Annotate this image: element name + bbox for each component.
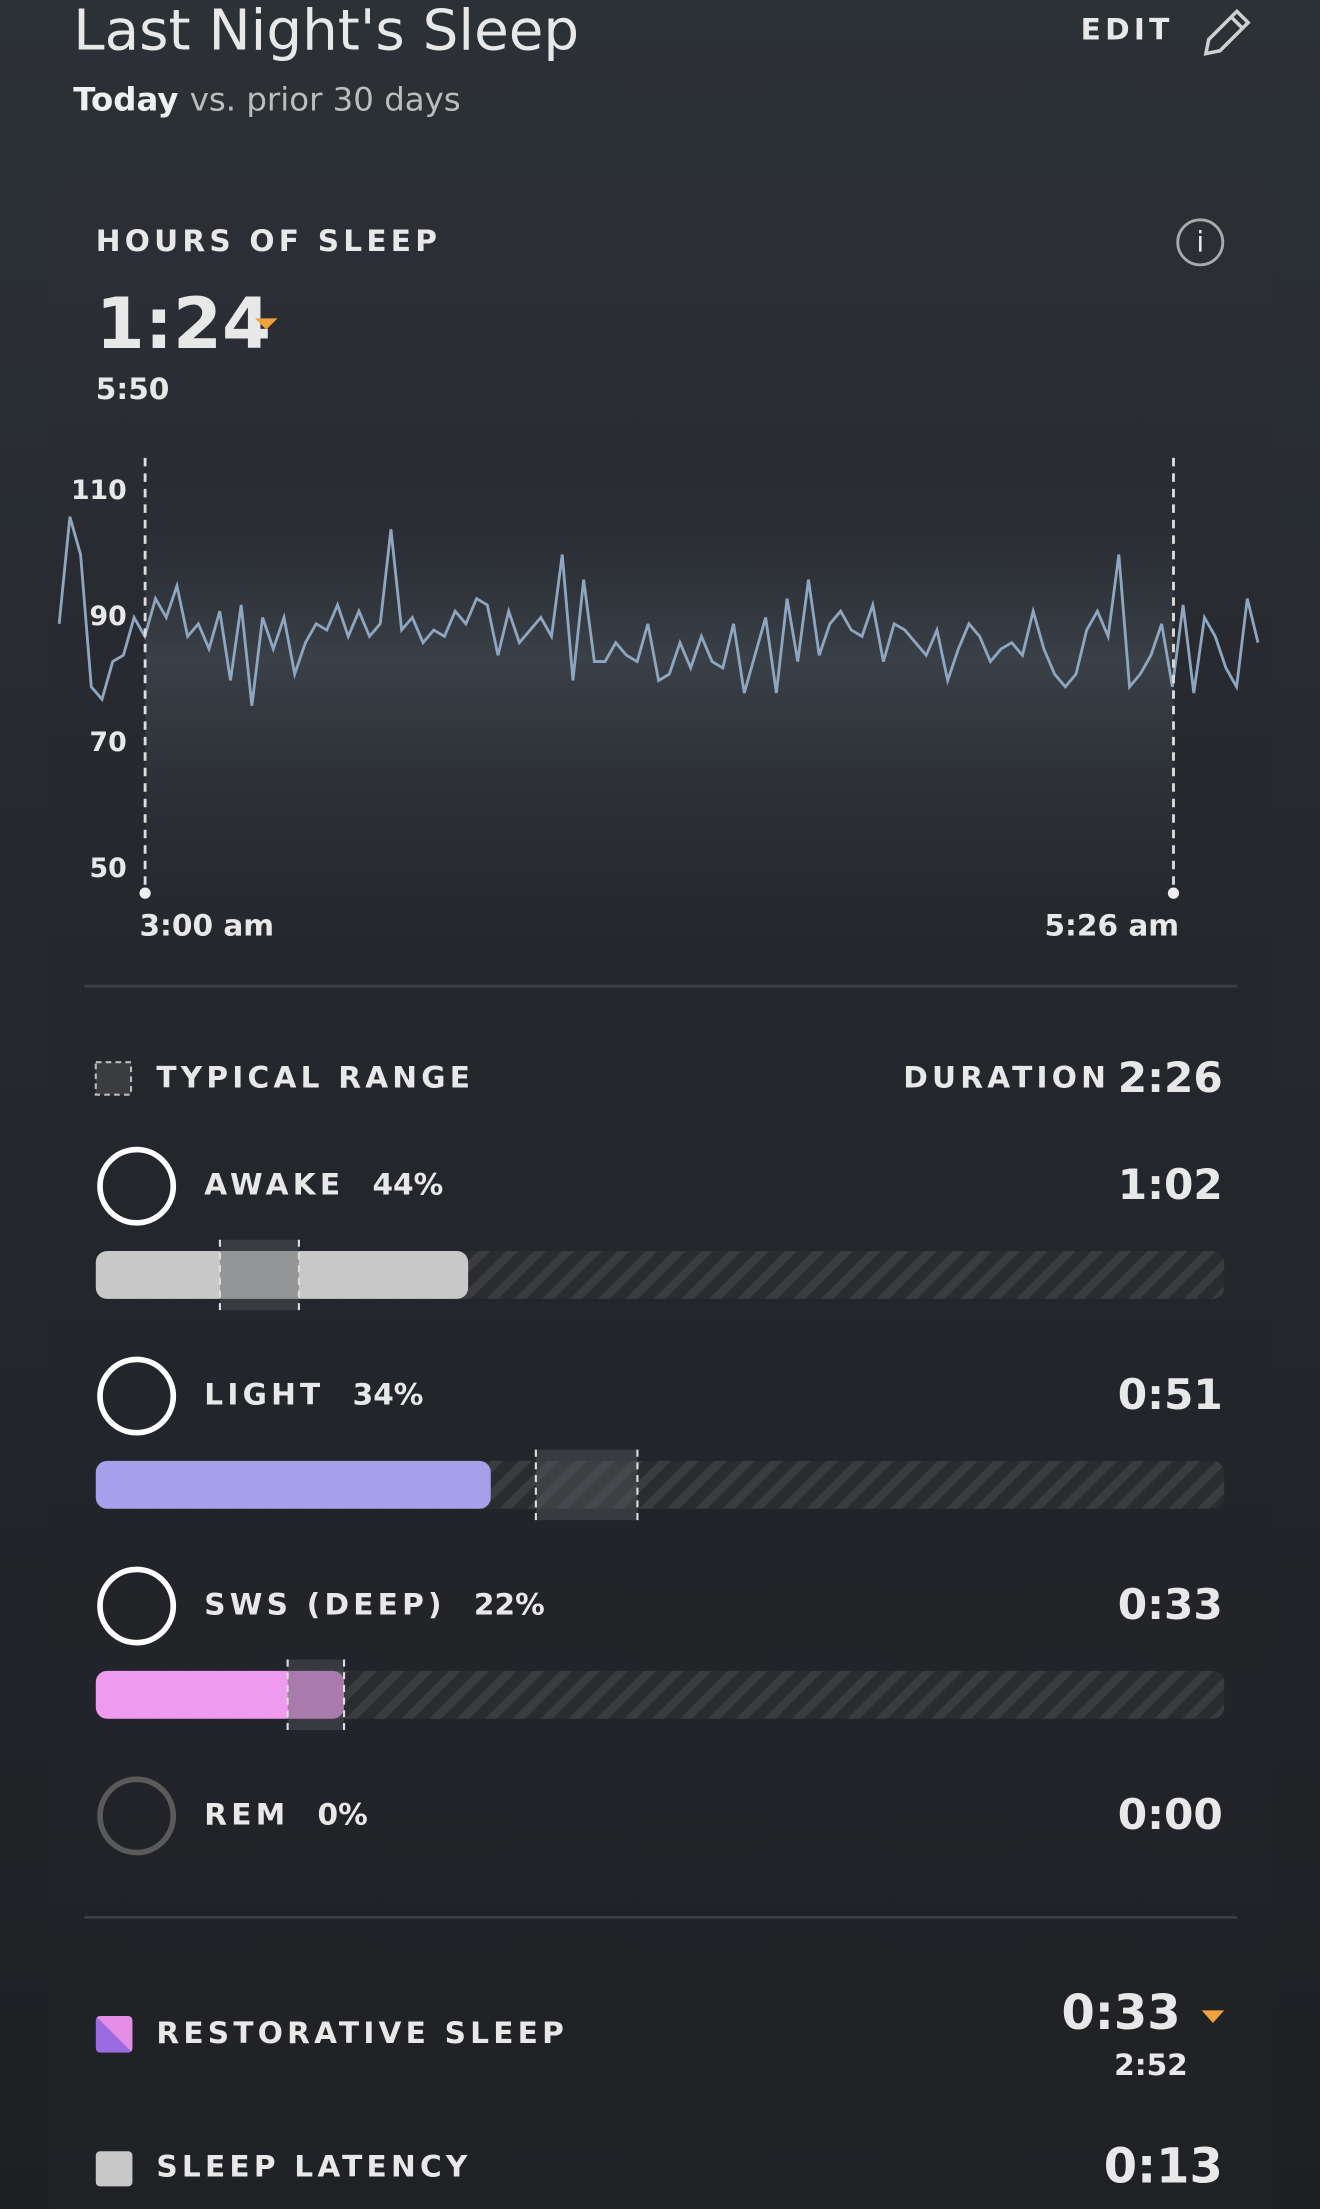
stage-name: REM	[204, 1797, 289, 1831]
stage-duration: 0:33	[1118, 1580, 1223, 1629]
svg-text:i: i	[1196, 226, 1204, 259]
summary-value: 0:13	[1104, 2140, 1223, 2195]
y-tick-label: 110	[71, 475, 127, 506]
edit-button[interactable]: EDIT	[1081, 13, 1174, 47]
typical-range	[287, 1659, 345, 1730]
restorative-icon	[95, 2015, 133, 2053]
stage-percent: 44%	[372, 1168, 443, 1202]
stage-bar	[95, 1460, 491, 1509]
stage-name: AWAKE	[204, 1168, 344, 1202]
stage-duration: 1:02	[1118, 1160, 1223, 1209]
marker-dot	[139, 887, 151, 899]
legend-label: TYPICAL RANGE	[156, 1061, 474, 1095]
stages: AWAKE 44% 1:02 LIGHT 34% 0:51 SWS (DEEP) 22% 0:3…	[95, 1146, 1225, 1856]
sleep-value: 1:24	[96, 283, 271, 365]
hr-chart: 110 90 70 50 3:00 am 5:26 am	[57, 457, 1260, 942]
typical-range	[219, 1239, 299, 1311]
stage-name: LIGHT	[204, 1378, 324, 1412]
latency-icon	[95, 2151, 133, 2187]
stage-bar	[95, 1251, 469, 1299]
summary-label: SLEEP LATENCY	[156, 2150, 471, 2184]
page-title: Last Night's Sleep	[73, 0, 579, 63]
summary-value: 0:33	[1061, 1986, 1180, 2041]
edit-icon[interactable]	[1203, 8, 1251, 56]
stage-duration: 0:51	[1118, 1370, 1223, 1419]
stage-toggle[interactable]	[97, 1356, 177, 1436]
stage-toggle[interactable]	[97, 1146, 177, 1226]
marker-dot	[1167, 887, 1180, 899]
sleep-baseline: 5:50	[96, 372, 170, 406]
bar-track	[95, 1670, 1225, 1719]
y-tick-label: 70	[90, 727, 127, 758]
x-marker-label: 3:00 am	[139, 908, 274, 942]
stage-toggle[interactable]	[97, 1566, 177, 1646]
stage-bar	[95, 1670, 345, 1719]
stage-percent: 0%	[318, 1797, 368, 1831]
stage-duration: 0:00	[1118, 1790, 1223, 1839]
subtitle-bold: Today	[73, 80, 178, 118]
stage-name: SWS (DEEP)	[204, 1588, 445, 1622]
y-tick-label: 50	[90, 853, 127, 884]
stage-percent: 34%	[353, 1378, 424, 1412]
info-icon[interactable]: i	[1176, 218, 1225, 267]
hr-line	[57, 516, 1260, 706]
subtitle: Today vs. prior 30 days	[73, 80, 460, 118]
legend-icon	[94, 1061, 133, 1096]
subtitle-rest: vs. prior 30 days	[190, 80, 461, 118]
summary-baseline: 2:52	[1114, 2048, 1188, 2082]
duration-label: DURATION	[903, 1061, 1110, 1095]
down-arrow	[1201, 2010, 1225, 2024]
card-title: HOURS OF SLEEP	[96, 224, 441, 258]
x-marker-label: 5:26 am	[1044, 908, 1179, 942]
y-tick-label: 90	[90, 601, 127, 632]
down-arrow	[254, 318, 278, 330]
duration-value: 2:26	[1118, 1053, 1223, 1102]
stage-toggle[interactable]	[97, 1776, 177, 1856]
summary-label: RESTORATIVE SLEEP	[156, 2016, 568, 2050]
stage-percent: 22%	[474, 1588, 545, 1622]
typical-range	[535, 1449, 638, 1521]
